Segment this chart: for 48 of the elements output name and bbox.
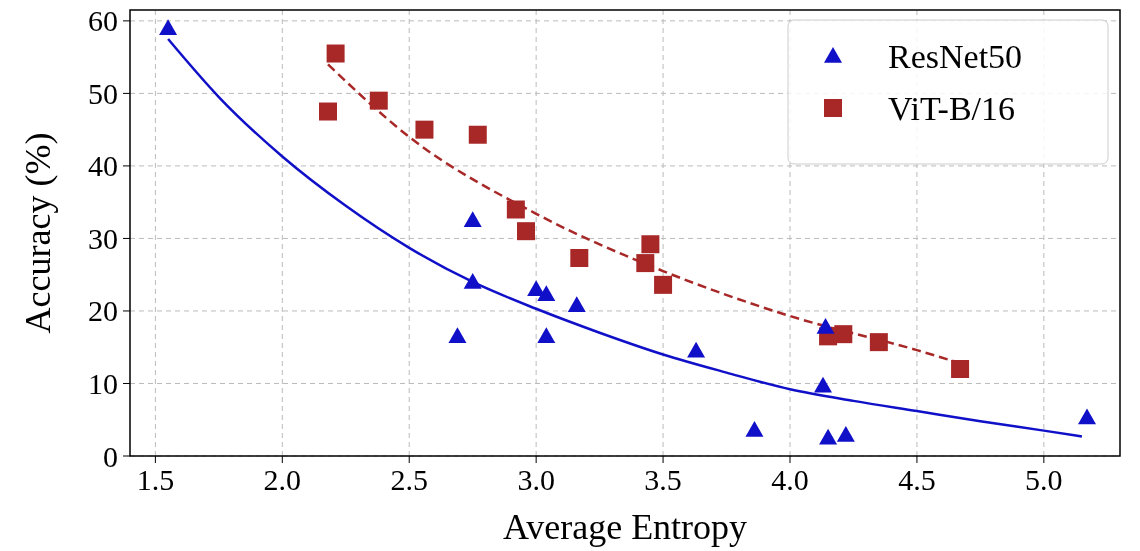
x-tick-label: 3.5 <box>644 463 682 496</box>
point <box>834 325 853 344</box>
point <box>159 19 178 35</box>
x-tick-label: 4.0 <box>771 463 809 496</box>
y-tick-label: 0 <box>103 439 118 473</box>
legend-label: ViT-B/16 <box>888 89 1016 127</box>
point <box>687 341 706 358</box>
point <box>463 211 482 228</box>
point <box>836 425 855 442</box>
point <box>641 235 660 254</box>
point <box>570 249 589 268</box>
y-tick-label: 20 <box>88 294 118 328</box>
point <box>369 91 388 110</box>
x-tick-label: 1.5 <box>136 463 175 496</box>
point <box>517 222 535 241</box>
point <box>1078 408 1096 425</box>
point <box>951 359 970 378</box>
point <box>814 376 832 393</box>
point <box>745 420 764 437</box>
x-tick-label: 5.0 <box>1025 463 1063 496</box>
point <box>869 333 888 352</box>
x-axis-title: Average Entropy <box>502 507 748 547</box>
y-tick-label: 60 <box>88 4 118 38</box>
point <box>537 327 556 344</box>
x-tick-label: 2.0 <box>263 463 302 496</box>
point <box>567 296 586 312</box>
point <box>468 125 487 144</box>
y-axis-title: Accuracy (%) <box>18 132 58 334</box>
point <box>319 102 337 121</box>
point <box>816 317 835 334</box>
x-tick-label: 4.5 <box>898 463 936 496</box>
point <box>654 275 673 294</box>
legend-label: ResNet50 <box>888 37 1023 75</box>
point <box>537 285 556 302</box>
y-tick-label: 30 <box>88 221 118 255</box>
point <box>326 44 345 63</box>
point <box>819 428 838 445</box>
point <box>463 272 482 289</box>
point <box>415 120 434 139</box>
y-tick-label: 10 <box>88 366 118 400</box>
y-tick-label: 50 <box>88 76 118 110</box>
x-tick-label: 3.0 <box>517 463 555 496</box>
y-tick-label: 40 <box>88 149 118 183</box>
point <box>636 254 655 273</box>
point <box>506 200 525 219</box>
x-tick-label: 2.5 <box>390 463 428 496</box>
point <box>448 327 467 344</box>
line-series <box>166 37 1084 438</box>
